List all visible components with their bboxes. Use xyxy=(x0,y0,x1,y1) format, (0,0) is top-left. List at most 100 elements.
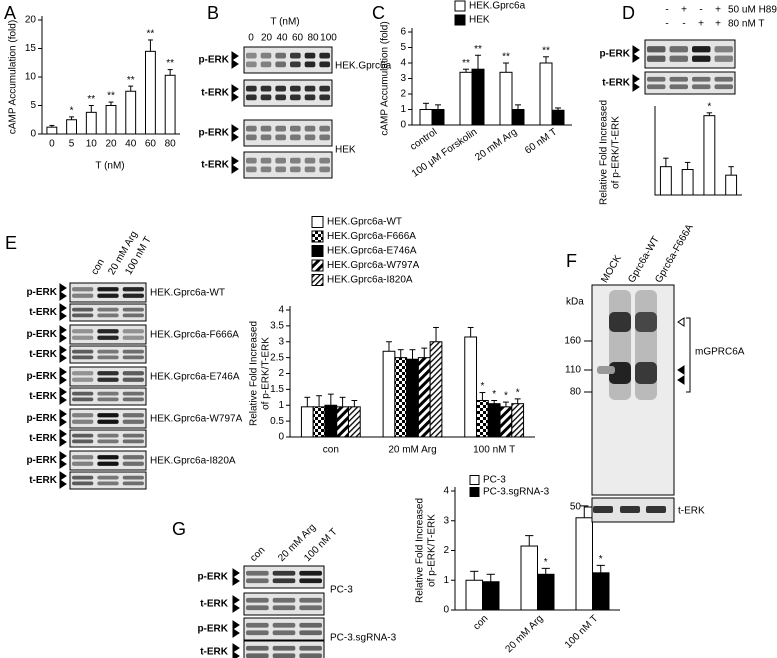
blot-band xyxy=(122,313,144,318)
x-tick-label: 20 mM Arg xyxy=(504,613,546,655)
y-tick-label: 5 xyxy=(30,100,36,111)
blot-band xyxy=(72,287,94,292)
lane-label: MOCK xyxy=(599,253,624,285)
row-label: p-ERK xyxy=(198,128,229,139)
legend-swatch xyxy=(454,0,466,12)
x-tick-label: 100 nM T xyxy=(473,445,515,456)
arrowhead xyxy=(677,375,685,385)
bar xyxy=(499,406,513,438)
blot-band xyxy=(272,597,296,603)
blot-band xyxy=(272,622,296,628)
blot-background xyxy=(243,151,333,179)
x-tick-label: 80 xyxy=(165,139,177,150)
row-label: t-ERK xyxy=(29,391,58,402)
lane-label: 0 xyxy=(248,33,254,44)
row-label: p-ERK xyxy=(197,624,228,635)
bracket xyxy=(686,317,691,393)
blot-background xyxy=(69,324,147,345)
legend-label: HEK xyxy=(469,15,490,26)
y-tick-label: 1 xyxy=(400,104,406,115)
band-label: mGPRC6A xyxy=(695,347,745,358)
blot-background xyxy=(591,284,675,496)
blot-band xyxy=(122,335,144,340)
blot-band xyxy=(122,433,144,438)
x-tick-label: 100 nM T xyxy=(563,613,601,651)
bar xyxy=(511,109,525,126)
blot-band xyxy=(304,166,316,173)
blot-band xyxy=(72,419,94,424)
blot-background xyxy=(243,46,333,74)
bar xyxy=(659,166,672,196)
panel-letter: G xyxy=(172,519,186,539)
blot-background xyxy=(69,282,147,303)
blot-band xyxy=(122,397,144,402)
arrowhead xyxy=(59,429,67,439)
row-label: t-ERK xyxy=(200,599,229,610)
bar xyxy=(471,68,485,126)
legend-label: HEK.Gprc6a-E746A xyxy=(327,246,417,257)
bar xyxy=(66,119,78,135)
blot-background xyxy=(243,592,325,616)
blot-band xyxy=(669,76,688,82)
bar xyxy=(520,545,538,611)
significance-label: * xyxy=(544,557,548,568)
unit-label: kDa xyxy=(566,297,584,308)
blot-band xyxy=(246,605,269,611)
blot-band xyxy=(122,475,144,480)
blot-band xyxy=(72,329,94,334)
y-tick-label: 3 xyxy=(400,73,406,84)
x-tick-label: 5 xyxy=(69,139,75,150)
blot-band xyxy=(72,413,94,418)
arrowhead xyxy=(59,353,67,363)
blot-band xyxy=(246,653,269,658)
blot-band xyxy=(246,85,257,92)
y-tick-label: 2 xyxy=(278,368,284,379)
arrowhead xyxy=(59,325,67,335)
treatment-sign: + xyxy=(715,5,721,16)
cell-line-label: HEK.Gprc6a-W797A xyxy=(150,414,243,425)
blot-band xyxy=(299,653,322,658)
blot-band xyxy=(275,61,286,68)
arrowhead xyxy=(232,628,240,638)
y-tick-label: 1 xyxy=(443,575,449,586)
row-label: t-ERK xyxy=(29,349,58,360)
bar xyxy=(347,406,361,438)
blot-band xyxy=(97,461,119,466)
blot-band xyxy=(122,461,144,466)
lane-label: 60 xyxy=(292,33,304,44)
blot-band xyxy=(319,61,330,68)
arrowhead xyxy=(59,459,67,469)
x-tick-label: 60 nM T xyxy=(523,127,559,157)
blot-band xyxy=(97,419,119,424)
blot-band xyxy=(304,85,316,92)
blot-band xyxy=(319,134,330,141)
treatment-sign: - xyxy=(699,5,702,16)
blot-band xyxy=(299,570,322,576)
y-tick-label: 4 xyxy=(400,58,406,69)
blot-band xyxy=(97,293,119,298)
legend-swatch xyxy=(469,487,480,497)
panel-letter: A xyxy=(4,3,16,23)
bar xyxy=(336,406,349,438)
row-label: t-ERK xyxy=(201,160,230,171)
legend-swatch xyxy=(469,475,480,485)
y-tick-label: 15 xyxy=(25,43,37,54)
blot-band xyxy=(647,55,666,62)
significance-label: ** xyxy=(147,29,155,40)
bar xyxy=(429,341,443,438)
legend-label: HEK.Gprc6a-W797A xyxy=(327,260,420,271)
arrowhead xyxy=(231,164,239,174)
significance-label: * xyxy=(70,106,74,117)
arrowhead xyxy=(59,479,67,489)
legend-swatch xyxy=(311,259,324,272)
blot-band xyxy=(635,312,657,332)
blot-background xyxy=(243,565,325,589)
blot-band xyxy=(122,293,144,298)
arrowhead xyxy=(59,367,67,377)
blot-band xyxy=(260,157,272,164)
significance-label: ** xyxy=(474,44,482,55)
blot-band xyxy=(97,439,119,444)
blot-band xyxy=(97,329,119,334)
arrowhead xyxy=(59,471,67,481)
